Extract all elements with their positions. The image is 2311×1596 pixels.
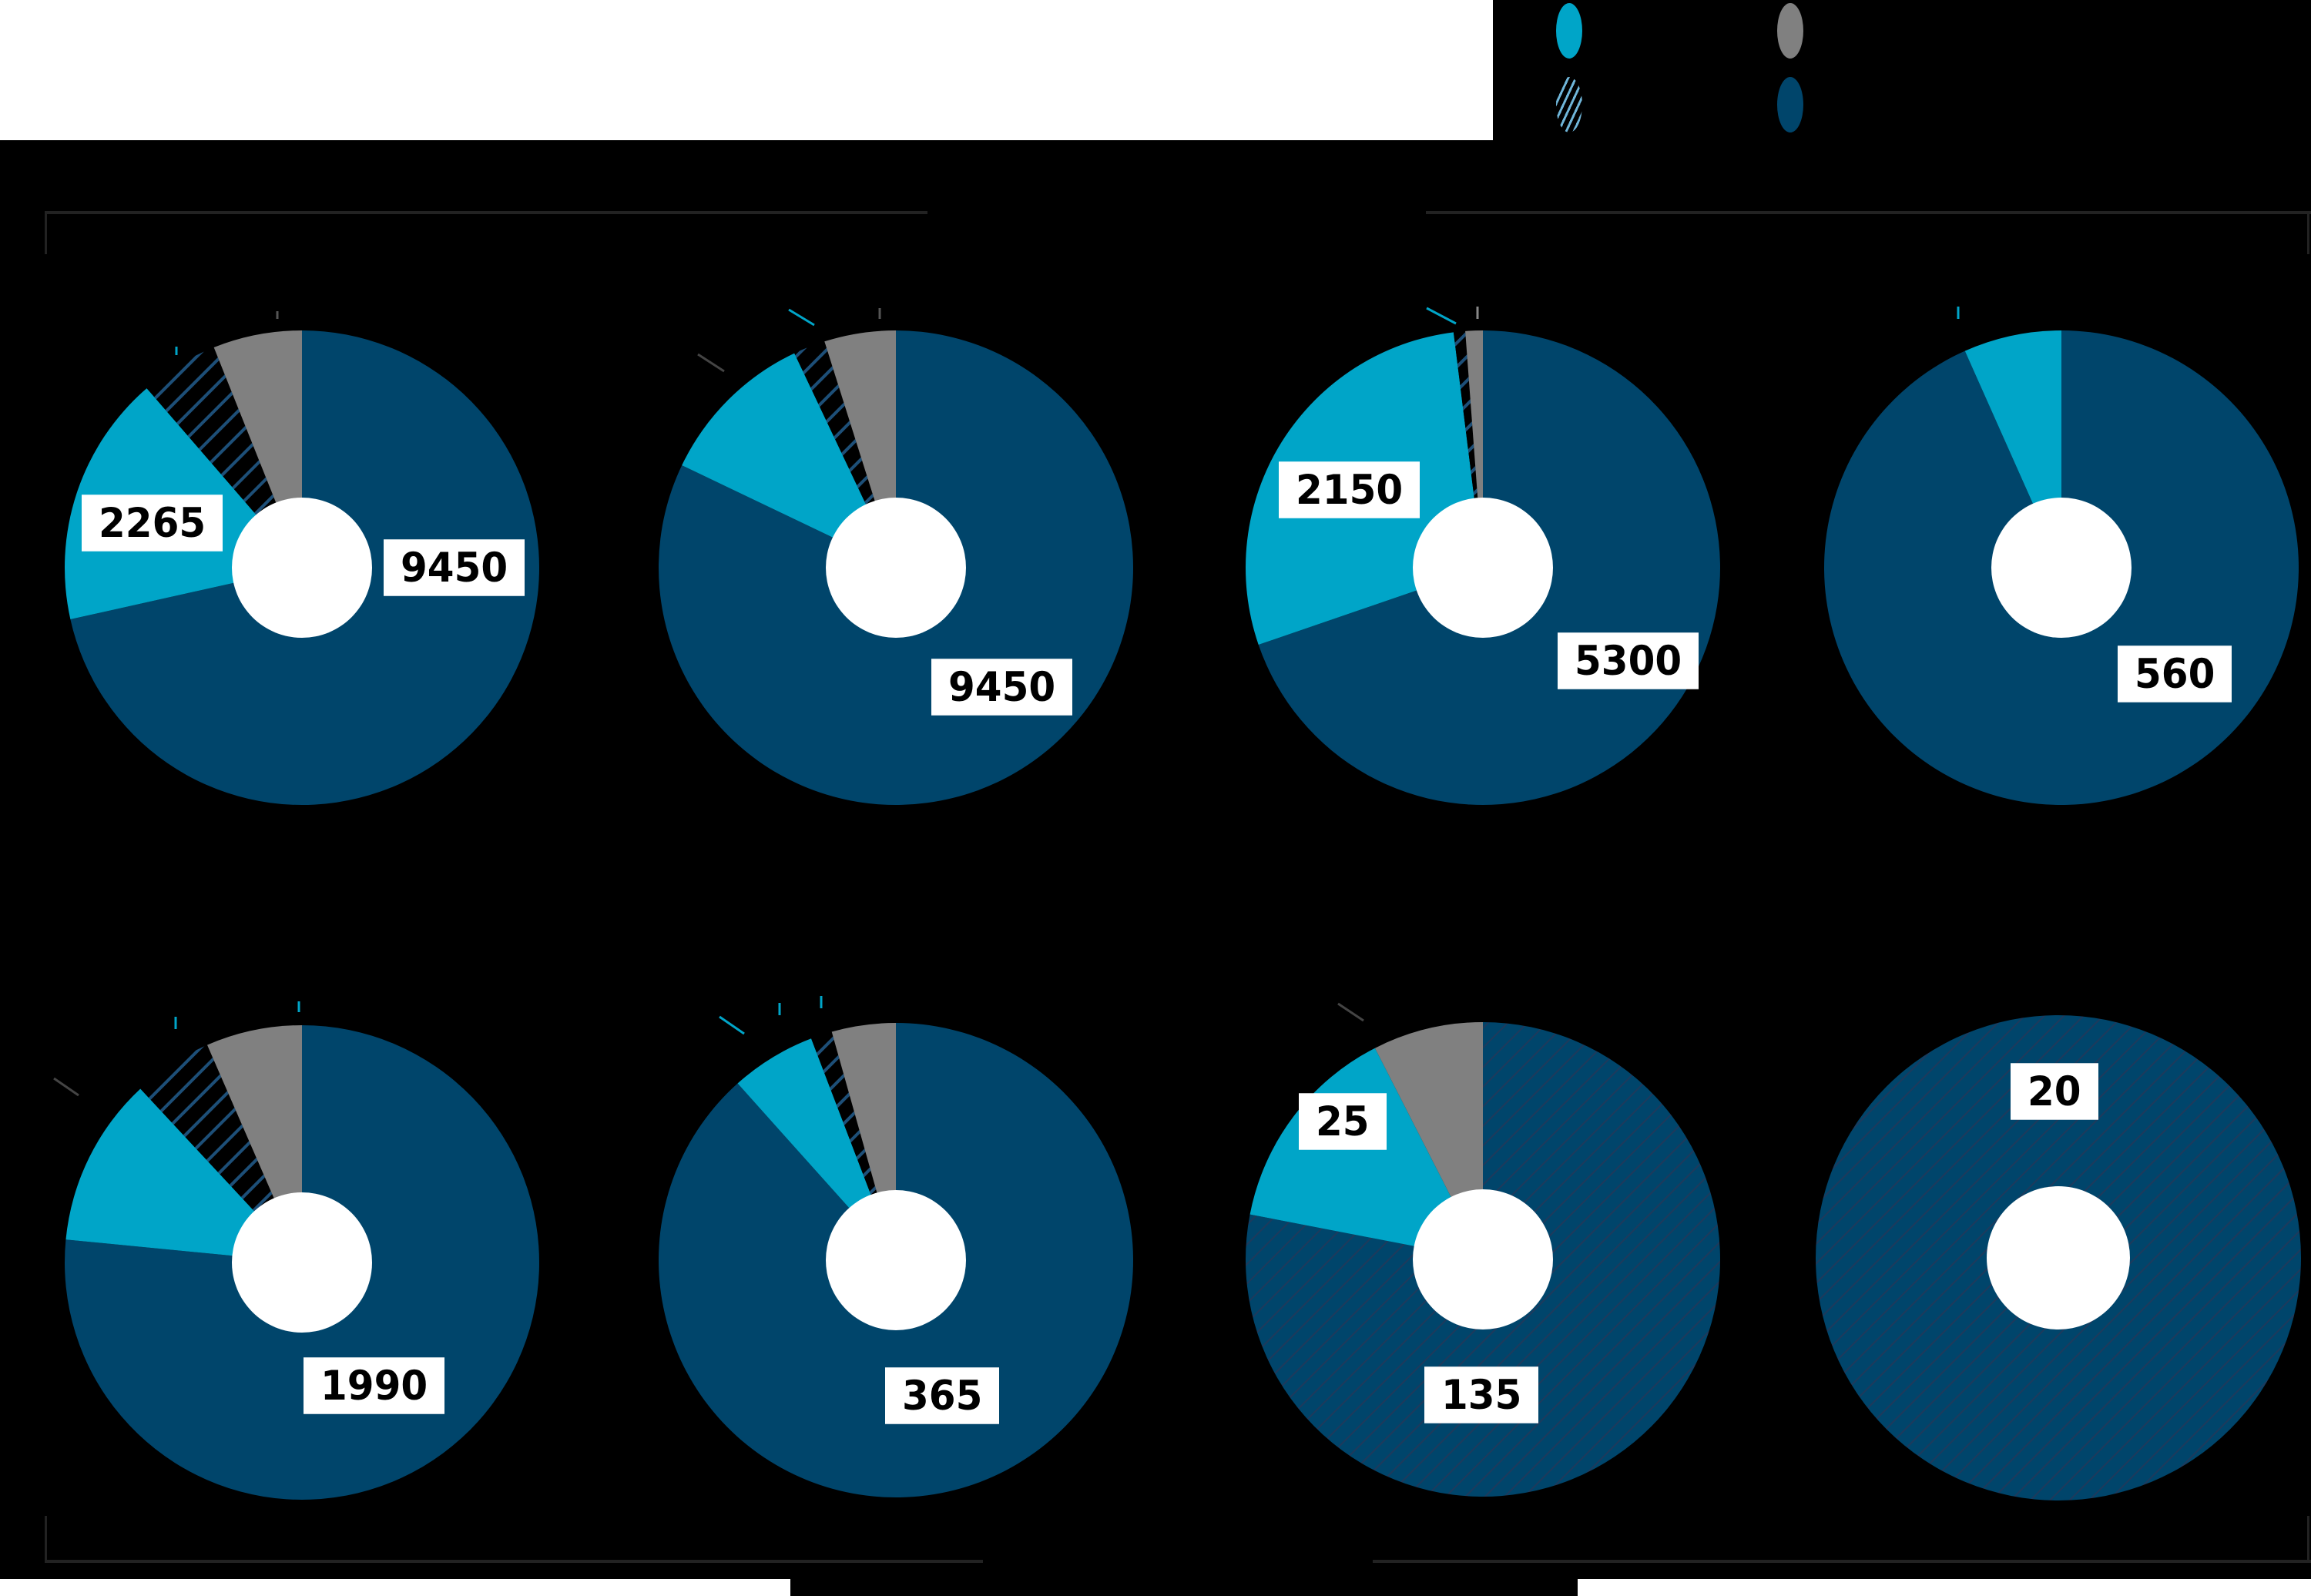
- donut-hole: [1413, 1189, 1553, 1329]
- legend-swatch-hatched-icon: [1556, 77, 1582, 132]
- legend-item-cyan: [1556, 3, 1598, 59]
- legend-item-dark-blue: [1777, 77, 1819, 132]
- leader-line: [697, 353, 725, 373]
- frame-top-left: [45, 211, 927, 214]
- frame-bottom-left: [45, 1560, 983, 1563]
- value-label-dark-blue: 1990: [304, 1357, 445, 1414]
- value-label-cyan: 2150: [1279, 461, 1420, 518]
- frame-bottom-right: [1373, 1560, 2311, 1563]
- donut-hole: [232, 498, 372, 638]
- value-label-cyan: 25: [1299, 1093, 1387, 1150]
- frame-right-top: [2307, 211, 2309, 254]
- value-label-dark-blue: 9450: [931, 659, 1073, 716]
- legend-swatch-dark-blue-icon: [1777, 77, 1803, 132]
- frame-left-bottom: [45, 1516, 47, 1562]
- value-label-dark-blue: 365: [885, 1367, 1000, 1424]
- legend-item-hatched: [1556, 77, 1598, 132]
- donut-hole: [826, 498, 966, 638]
- bottom-tab: [790, 1579, 1578, 1596]
- donut-hole: [826, 1190, 966, 1330]
- leader-line: [1426, 307, 1457, 325]
- legend-swatch-cyan-icon: [1556, 3, 1582, 59]
- frame-top-right: [1426, 211, 2311, 214]
- donut-hole: [1991, 498, 2132, 638]
- donut-hole: [232, 1192, 372, 1333]
- frame-right-bottom: [2307, 1516, 2309, 1562]
- legend: [1493, 0, 2311, 140]
- value-label-dark-blue: 5300: [1558, 632, 1699, 689]
- value-label-dark-blue: 20: [2011, 1063, 2098, 1120]
- value-label-dark-blue: 560: [2118, 645, 2232, 702]
- slice-cyan: [682, 353, 896, 568]
- legend-swatch-gray-icon: [1777, 3, 1803, 59]
- slice-cyan: [65, 1088, 302, 1262]
- donut-hole: [1987, 1186, 2130, 1329]
- value-label-dark-blue: 135: [1424, 1366, 1539, 1423]
- leader-line: [1337, 1002, 1364, 1022]
- value-label-cyan: 2265: [82, 495, 223, 552]
- donut-hole: [1413, 498, 1553, 638]
- leader-line: [719, 1015, 745, 1035]
- legend-item-gray: [1777, 3, 1819, 59]
- leader-line: [788, 308, 815, 327]
- leader-line: [53, 1077, 79, 1097]
- value-label-dark-blue: 9450: [384, 539, 525, 596]
- frame-left-top: [45, 211, 47, 254]
